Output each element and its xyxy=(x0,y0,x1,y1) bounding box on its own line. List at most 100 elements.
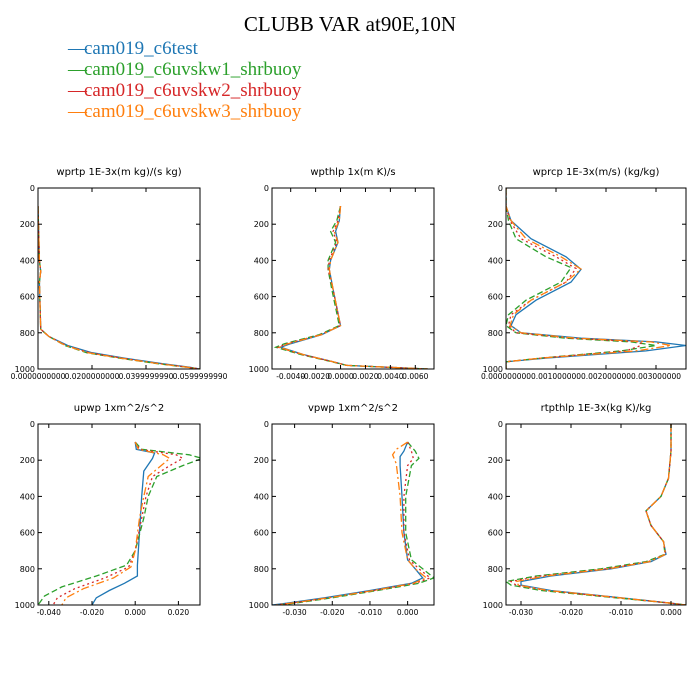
y-tick-label: 200 xyxy=(254,456,269,465)
x-tick-label: 0.020 xyxy=(168,608,190,617)
y-tick-label: 1000 xyxy=(15,601,35,610)
plot-frame xyxy=(505,423,687,606)
y-tick-label: 800 xyxy=(488,329,503,338)
y-tick-label: 200 xyxy=(488,456,503,465)
x-tick-label: -0.0020 xyxy=(301,372,330,381)
y-tick-label: 600 xyxy=(254,529,269,538)
y-tick-label: 200 xyxy=(20,220,35,229)
x-tick-label: -0.020 xyxy=(80,608,104,617)
panel-title: wprtp 1E-3x(m kg)/(s kg) xyxy=(56,167,181,178)
plot-frame xyxy=(505,187,687,370)
series-line xyxy=(61,441,171,605)
panel-title: wpthlp 1x(m K)/s xyxy=(310,167,395,178)
legend-label: cam019_c6uvskw3_shrbuoy xyxy=(84,101,302,122)
x-tick-label: -0.030 xyxy=(283,608,307,617)
x-tick-label: -0.030 xyxy=(509,608,533,617)
y-tick-label: 0 xyxy=(30,420,35,429)
x-tick-label: 0.0399999990 xyxy=(119,372,174,381)
x-tick-label: 0.000 xyxy=(397,608,419,617)
y-tick-label: 1000 xyxy=(483,365,503,374)
y-tick-label: 800 xyxy=(20,329,35,338)
y-tick-label: 200 xyxy=(254,220,269,229)
y-tick-label: 1000 xyxy=(15,365,35,374)
y-tick-label: 0 xyxy=(498,420,503,429)
legend-item: —cam019_c6uvskw1_shrbuoy xyxy=(68,59,388,80)
x-tick-label: 0.000 xyxy=(124,608,146,617)
x-tick-label: 0.0200000000 xyxy=(65,372,120,381)
y-tick-label: 600 xyxy=(488,293,503,302)
plot-frame xyxy=(37,187,201,370)
panel: wpthlp 1x(m K)/s 0 200 400 600 800 1000 -0.0040… xyxy=(249,167,435,381)
y-tick-label: 600 xyxy=(20,293,35,302)
panel-title: rtpthlp 1E-3x(kg K)/kg xyxy=(541,403,652,414)
series-line xyxy=(520,424,686,605)
series-line xyxy=(38,206,200,369)
x-tick-label: 0.0000000000 xyxy=(11,372,66,381)
series-line xyxy=(278,206,428,369)
y-tick-label: 1000 xyxy=(249,601,269,610)
plot-frame xyxy=(271,423,435,606)
series-line xyxy=(275,441,432,605)
panel: rtpthlp 1E-3x(kg K)/kg02004006008001000-… xyxy=(483,403,687,617)
x-tick-label: 0.0000 xyxy=(327,372,353,381)
x-tick-label: 0.000 xyxy=(660,608,682,617)
y-tick-label: 400 xyxy=(254,492,269,501)
x-tick-label: -0.040 xyxy=(37,608,61,617)
y-tick-label: 800 xyxy=(254,329,269,338)
series-line xyxy=(273,205,428,369)
plot-frame xyxy=(271,187,435,370)
y-tick-label: 0 xyxy=(498,184,503,193)
x-tick-label: 0.002000000 xyxy=(581,372,631,381)
series-line xyxy=(506,188,657,369)
series-line xyxy=(514,424,686,605)
panel-title: wprcp 1E-3x(m/s) (kg/kg) xyxy=(533,167,660,178)
y-tick-label: 600 xyxy=(254,293,269,302)
series-line xyxy=(506,188,642,369)
panel-title: vpwp 1xm^2/s^2 xyxy=(308,403,398,414)
y-tick-label: 800 xyxy=(488,565,503,574)
y-tick-label: 400 xyxy=(488,256,503,265)
plot-frame xyxy=(37,423,201,606)
legend-label: cam019_c6uvskw2_shrbuoy xyxy=(84,80,302,101)
legend-item: —cam019_c6test xyxy=(68,38,388,59)
series-line xyxy=(38,441,200,605)
legend-item: —cam019_c6uvskw3_shrbuoy xyxy=(68,101,388,122)
series-line xyxy=(277,206,428,369)
y-tick-label: 400 xyxy=(254,256,269,265)
y-tick-label: 200 xyxy=(20,456,35,465)
x-tick-label: -0.010 xyxy=(609,608,633,617)
panel-title: upwp 1xm^2/s^2 xyxy=(74,403,164,414)
legend-item: —cam019_c6uvskw2_shrbuoy xyxy=(68,80,388,101)
legend-label: cam019_c6uvskw1_shrbuoy xyxy=(84,59,302,80)
x-tick-label: -0.020 xyxy=(559,608,583,617)
y-tick-label: 400 xyxy=(488,492,503,501)
y-tick-label: 1000 xyxy=(483,601,503,610)
figure-title: CLUBB VAR at90E,10N xyxy=(243,12,457,36)
y-tick-label: 0 xyxy=(30,184,35,193)
series-line xyxy=(91,442,156,605)
panel: upwp 1xm^2/s^2 0 200 400 600 800 1000-0.040 -0.… xyxy=(15,403,201,617)
series-line xyxy=(275,441,428,605)
x-tick-label: -0.010 xyxy=(358,608,382,617)
x-tick-label: 0.0040 xyxy=(377,372,403,381)
y-tick-label: 200 xyxy=(488,220,503,229)
series-line xyxy=(52,441,185,605)
panel: wprcp 1E-3x(m/s) (kg/kg) 0 200 400 600 800 100… xyxy=(481,167,687,381)
y-tick-label: 400 xyxy=(20,256,35,265)
x-tick-label: 0.0020 xyxy=(352,372,378,381)
y-tick-label: 400 xyxy=(20,492,35,501)
x-tick-label: -0.0040 xyxy=(276,372,305,381)
y-tick-label: 600 xyxy=(20,529,35,538)
series-line xyxy=(272,441,424,605)
y-tick-label: 600 xyxy=(488,529,503,538)
panel: wprtp 1E-3x(m kg)/(s kg) 0 200 400 600 800 100… xyxy=(11,167,228,381)
x-tick-label: 0.0599999990 xyxy=(173,372,228,381)
y-tick-label: 0 xyxy=(264,420,269,429)
series-line xyxy=(506,188,672,369)
y-tick-label: 800 xyxy=(20,565,35,574)
y-tick-label: 0 xyxy=(264,184,269,193)
series-line xyxy=(279,441,434,605)
y-tick-label: 1000 xyxy=(249,365,269,374)
x-tick-label: -0.020 xyxy=(320,608,344,617)
